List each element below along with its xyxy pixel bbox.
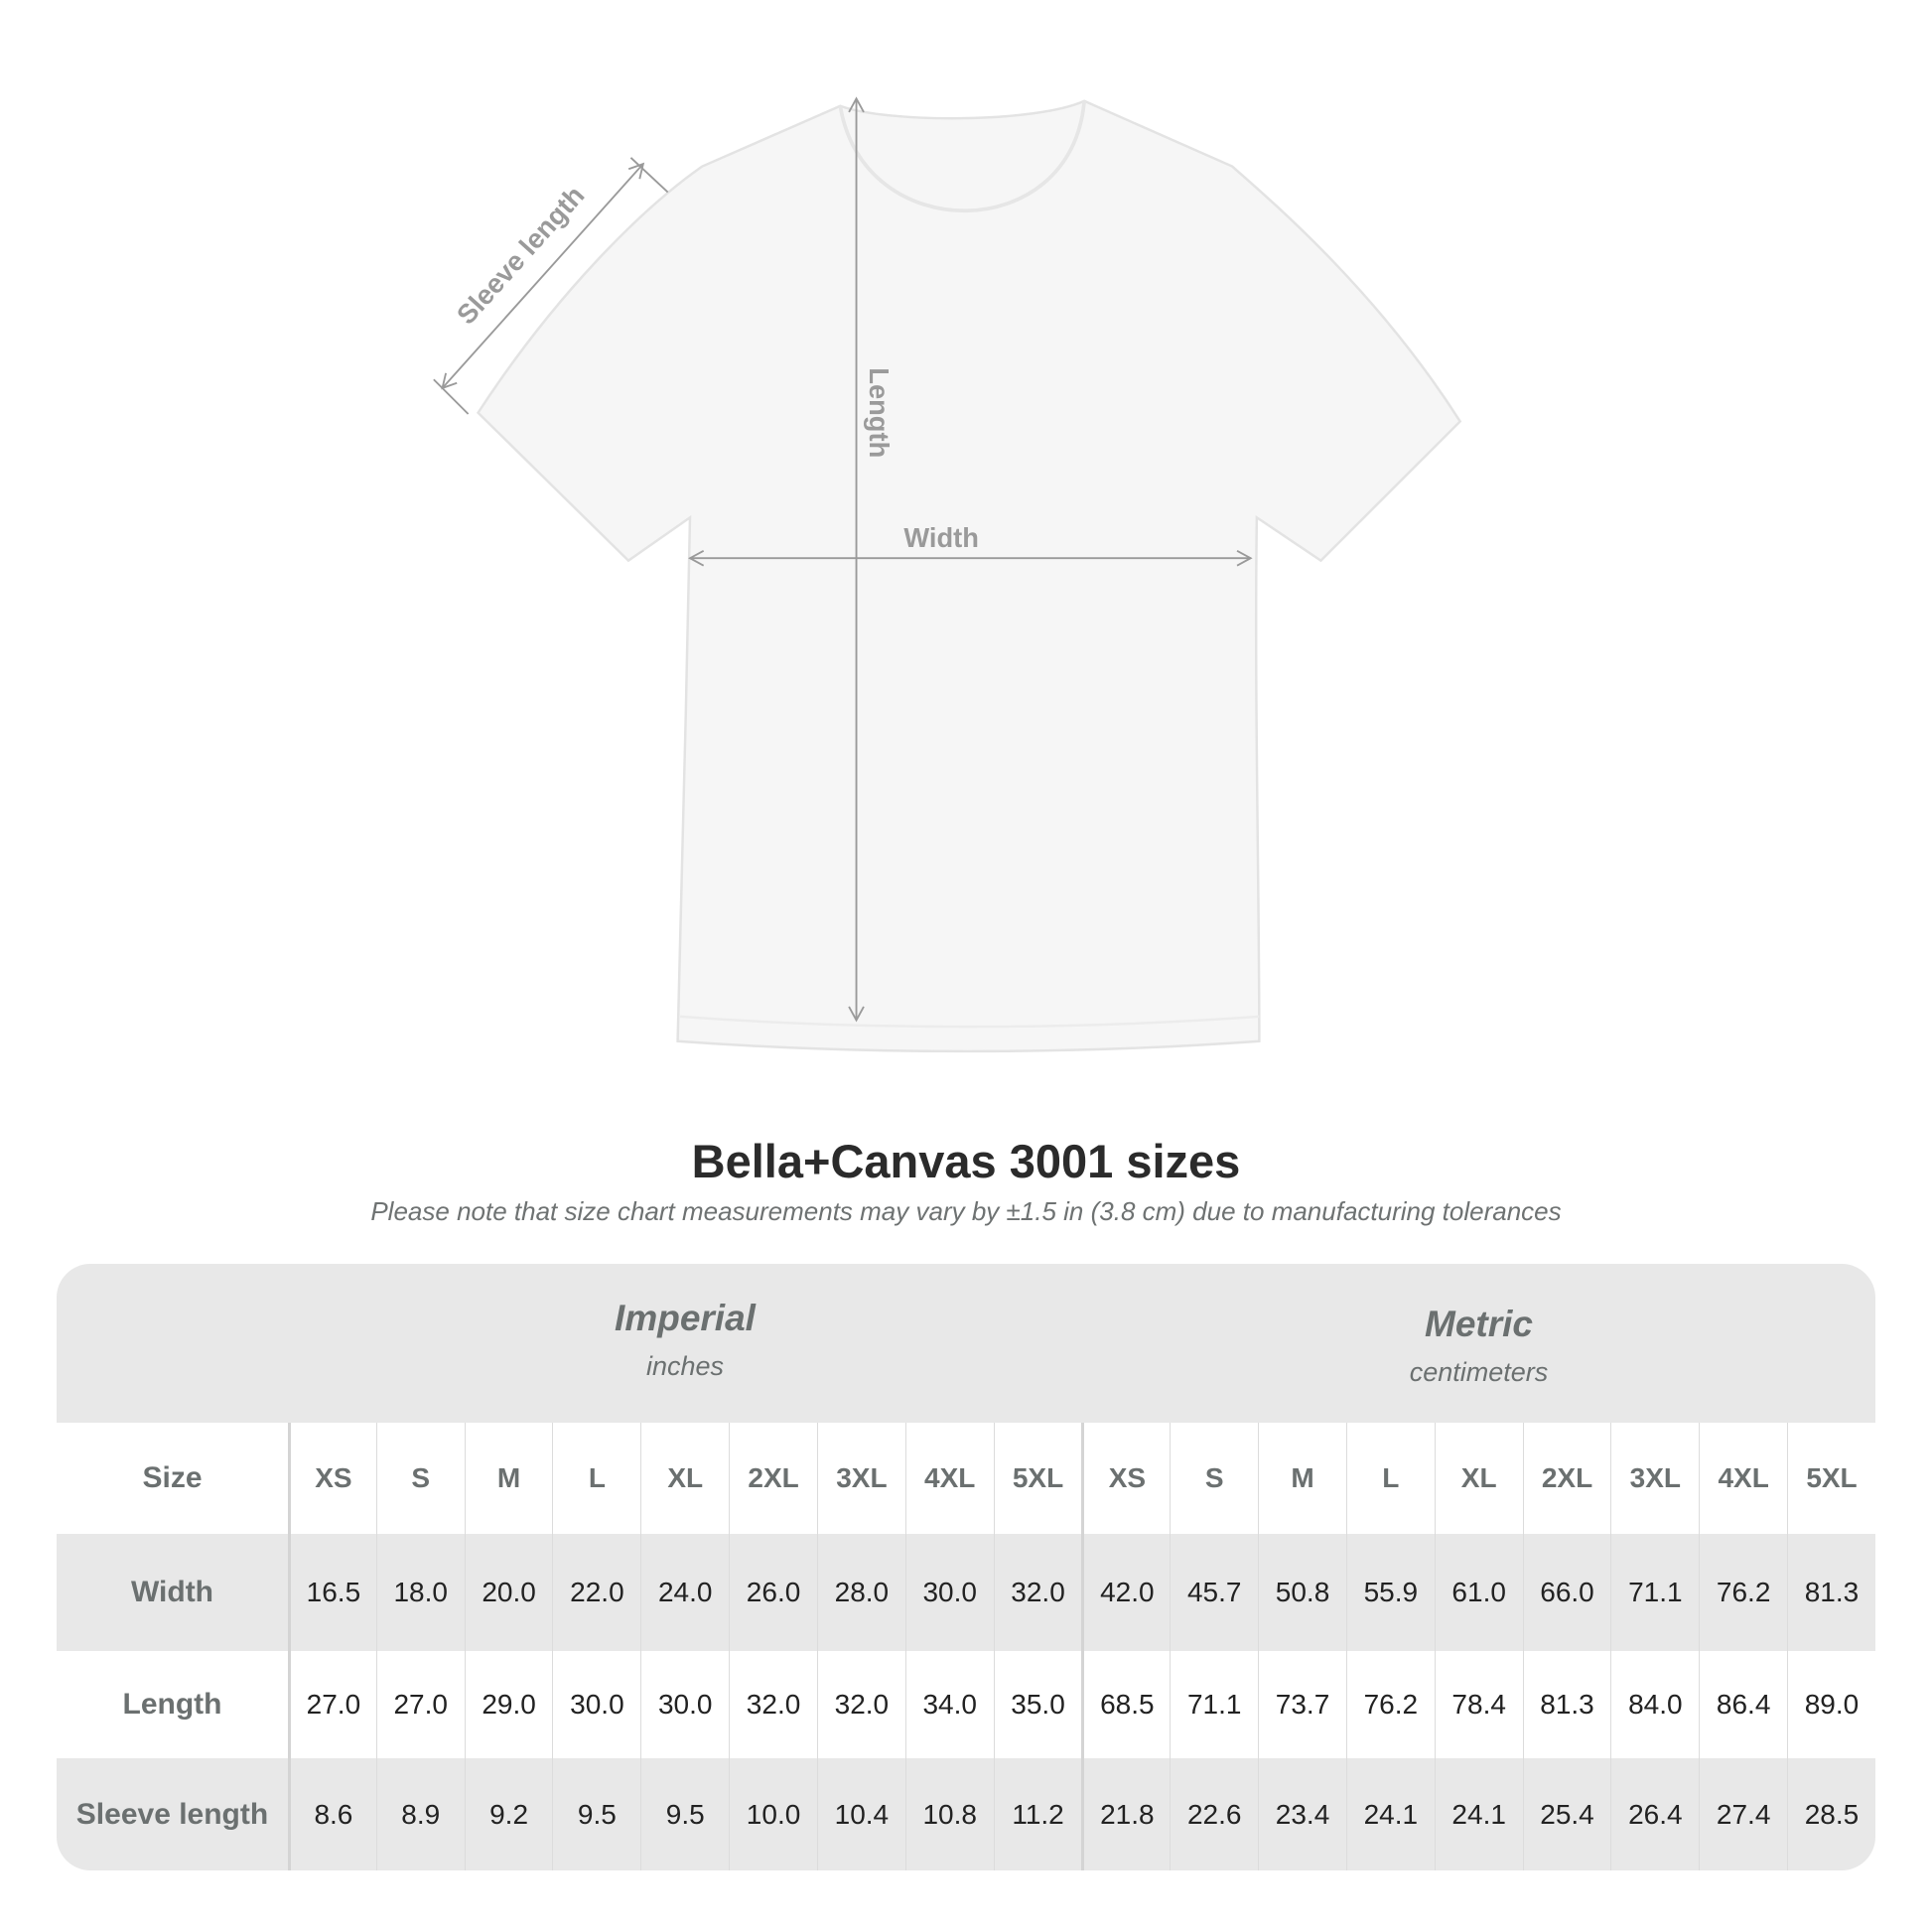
table-cell: 32.0 [993,1534,1082,1651]
table-cell: 16.5 [288,1534,376,1651]
table-cell: 9.5 [640,1758,729,1870]
table-cell: 42.0 [1081,1534,1170,1651]
table-cell: 10.4 [816,1758,905,1870]
table-cell: 28.5 [1787,1758,1875,1870]
size-header-cell: XS [1081,1423,1170,1534]
table-cell: 11.2 [993,1758,1082,1870]
sleeve-arrow [441,162,645,390]
table-cell: 8.6 [288,1758,376,1870]
size-table: Imperial inches Metric centimeters Size X… [57,1264,1875,1870]
tshirt-hem [679,1015,1260,1029]
imperial-unit: inches [645,1351,725,1381]
size-header-cell: 2XL [729,1423,817,1534]
metric-unit: centimeters [1409,1357,1549,1387]
table-cell: 71.1 [1170,1651,1258,1758]
tolerance-note: Please note that size chart measurements… [370,1196,1562,1226]
table-cell: 28.0 [816,1534,905,1651]
metric-title: Metric [1425,1304,1533,1344]
table-cell: 50.8 [1258,1534,1346,1651]
table-cell: 78.4 [1434,1651,1523,1758]
size-header-row: Size XS S M L XL 2XL 3XL 4XL 5XL XS S M L XL 2XL 3XL 4XL 5… [57,1423,1875,1534]
table-cell: 55.9 [1345,1534,1435,1651]
tshirt-body [476,99,1462,1053]
table-cell: 24.1 [1345,1758,1435,1870]
row-label: Sleeve length [75,1797,269,1831]
table-cell: 76.2 [1345,1651,1435,1758]
table-cell: 29.0 [464,1651,553,1758]
size-header-cell: 3XL [1610,1423,1699,1534]
table-cell: 35.0 [993,1651,1082,1758]
table-cell: 86.4 [1699,1651,1787,1758]
size-header-cell: 4XL [904,1423,994,1534]
table-cell: 81.3 [1787,1534,1875,1651]
unit-header: Imperial inches Metric centimeters [57,1264,1875,1423]
table-cell: 24.0 [640,1534,729,1651]
table-cell: 30.0 [640,1651,729,1758]
metric-header: Metric centimeters [1082,1304,1875,1388]
table-cell: 20.0 [464,1534,553,1651]
table-cell: 10.8 [904,1758,994,1870]
size-header-cell: 5XL [1787,1423,1875,1534]
table-cell: 26.0 [729,1534,817,1651]
size-header-cell: M [1258,1423,1346,1534]
table-cell: 22.0 [552,1534,640,1651]
size-header-cell: 2XL [1522,1423,1611,1534]
table-cell: 66.0 [1522,1534,1611,1651]
table-cell: 27.4 [1699,1758,1787,1870]
table-cell: 30.0 [904,1534,994,1651]
size-header-cell: 4XL [1699,1423,1787,1534]
table-cell: 23.4 [1258,1758,1346,1870]
table-cell: 89.0 [1787,1651,1875,1758]
size-header-cell: M [464,1423,553,1534]
table-cell: 81.3 [1522,1651,1611,1758]
table-cell: 30.0 [552,1651,640,1758]
table-cell: 27.0 [288,1651,376,1758]
table-cell: 32.0 [729,1651,817,1758]
table-cell: 24.1 [1434,1758,1523,1870]
table-cell: 22.6 [1170,1758,1258,1870]
chart-title: Bella+Canvas 3001 sizes [691,1135,1241,1187]
table-cell: 9.5 [552,1758,640,1870]
size-header-cell: L [552,1423,640,1534]
imperial-header: Imperial inches [288,1298,1082,1382]
sleeve-tick-top [629,157,669,194]
width-label: Width [903,522,979,553]
table-cell: 25.4 [1522,1758,1611,1870]
table-cell: 61.0 [1434,1534,1523,1651]
table-cell: 8.9 [375,1758,465,1870]
size-header-cell: L [1345,1423,1435,1534]
table-cell: 34.0 [904,1651,994,1758]
table-cell: 21.8 [1081,1758,1170,1870]
sleeve-tick-bottom [433,378,470,415]
size-header-cell: 5XL [993,1423,1082,1534]
size-header-cell: XS [288,1423,376,1534]
table-row: Length 27.0 27.0 29.0 30.0 30.0 32.0 32.0 34.0 35… [57,1651,1875,1758]
row-label: Size [142,1461,203,1494]
table-cell: 73.7 [1258,1651,1346,1758]
table-row: Width 16.5 18.0 20.0 22.0 24.0 26.0 28.0 30.0 32.… [57,1534,1875,1651]
row-label: Width [130,1576,214,1608]
size-header-cell: XL [640,1423,729,1534]
table-cell: 32.0 [816,1651,905,1758]
size-header-cell: 3XL [816,1423,905,1534]
table-cell: 26.4 [1610,1758,1699,1870]
table-row: Sleeve length 8.6 8.9 9.2 9.5 9.5 10.0 10.4 10.8… [57,1758,1875,1870]
table-cell: 10.0 [729,1758,817,1870]
table-cell: 76.2 [1699,1534,1787,1651]
size-header-cell: S [375,1423,465,1534]
table-cell: 84.0 [1610,1651,1699,1758]
table-cell: 27.0 [375,1651,465,1758]
table-cell: 9.2 [464,1758,553,1870]
size-header-cell: S [1170,1423,1258,1534]
table-cell: 71.1 [1610,1534,1699,1651]
imperial-title: Imperial [615,1298,756,1338]
table-cell: 68.5 [1081,1651,1170,1758]
row-label: Length [122,1688,222,1721]
length-label: Length [864,367,895,458]
size-header-cell: XL [1434,1423,1523,1534]
table-cell: 18.0 [375,1534,465,1651]
table-cell: 45.7 [1170,1534,1258,1651]
